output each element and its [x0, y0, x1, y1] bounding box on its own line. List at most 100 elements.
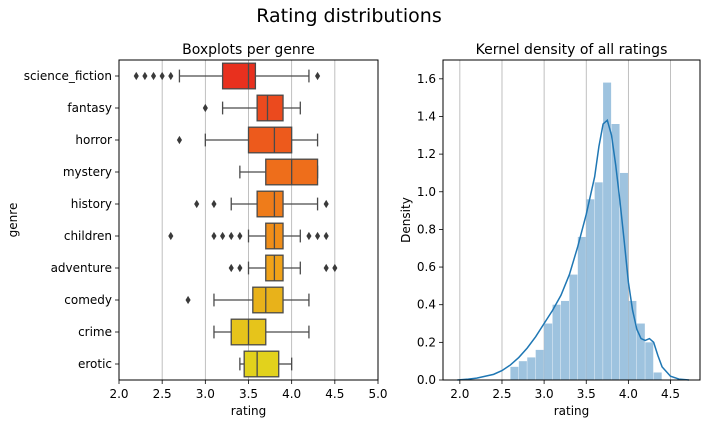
- histogram-bar: [577, 236, 586, 380]
- density-y-tick-label: 0.8: [417, 222, 436, 236]
- density-title: Kernel density of all ratings: [476, 42, 668, 58]
- density-y-label: Density: [399, 197, 413, 243]
- density-y-tick-label: 0.6: [417, 260, 436, 274]
- histogram-bar: [636, 323, 645, 380]
- density-y-tick-label: 0.0: [417, 373, 436, 387]
- boxplot-outlier: [142, 71, 148, 81]
- boxplot-horror: [176, 126, 319, 154]
- boxplot-outlier: [228, 231, 234, 241]
- density-x-tick-label: 3.0: [535, 387, 554, 401]
- boxplot-outlier: [168, 231, 174, 241]
- boxplot-y-tick-label: science_fiction: [24, 69, 112, 83]
- boxplot-box: [256, 190, 284, 218]
- boxplot-outlier: [228, 263, 234, 273]
- boxplot-y-tick-label: erotic: [78, 357, 112, 371]
- boxplot-x-tick-label: 5.0: [368, 387, 387, 401]
- boxplot-outlier: [315, 71, 321, 81]
- boxplot-outlier: [202, 103, 208, 113]
- boxplot-children: [168, 222, 329, 250]
- boxplot-outlier: [211, 231, 217, 241]
- density-x-tick-label: 4.5: [661, 387, 680, 401]
- boxplot-x-tick-label: 4.0: [282, 387, 301, 401]
- density-y-tick-label: 1.0: [417, 185, 436, 199]
- boxplot-outlier: [323, 263, 329, 273]
- boxplot-box: [243, 350, 280, 378]
- boxplot-outlier: [133, 71, 139, 81]
- histogram-bar: [527, 357, 536, 380]
- boxplot-outlier: [159, 71, 165, 81]
- density-x-tick-label: 2.0: [450, 387, 469, 401]
- boxplot-fantasy: [202, 94, 301, 122]
- histogram-bar: [653, 372, 662, 380]
- boxplot-panel: Boxplots per genre 2.0 2.5 3.0 3.5 4.0 4.5 5.0…: [6, 42, 388, 418]
- boxplot-y-tick-label: fantasy: [67, 101, 112, 115]
- boxplot-y-label: genre: [6, 203, 20, 238]
- boxplot-x-label: rating: [231, 404, 267, 418]
- boxplot-outlier: [185, 295, 191, 305]
- boxplot-y-tick-label: horror: [75, 133, 112, 147]
- boxplot-box: [252, 286, 284, 314]
- boxplot-outlier: [194, 199, 200, 209]
- boxplot-box: [247, 126, 293, 154]
- boxplot-y-tick-label: crime: [78, 325, 112, 339]
- boxplot-outlier: [315, 231, 321, 241]
- boxplot-x-tick-label: 2.5: [153, 387, 172, 401]
- boxplot-outlier: [332, 263, 338, 273]
- boxplot-y-tick-label: mystery: [63, 165, 112, 179]
- density-x-label: rating: [554, 404, 590, 418]
- boxplot-erotic: [239, 350, 293, 378]
- density-y-tick-label: 0.2: [417, 335, 436, 349]
- density-x-tick-label: 3.5: [577, 387, 596, 401]
- density-y-tick-label: 1.4: [417, 109, 436, 123]
- boxplot-comedy: [185, 286, 310, 314]
- histogram-bar: [594, 182, 603, 380]
- boxplot-science_fiction: [133, 62, 321, 90]
- boxplot-box: [256, 94, 284, 122]
- boxplot-outlier: [306, 231, 312, 241]
- histogram-bar: [569, 274, 578, 380]
- boxplot-crime: [213, 318, 310, 346]
- kde-line: [457, 118, 690, 381]
- boxplot-outlier: [237, 263, 243, 273]
- boxplot-outlier: [237, 231, 243, 241]
- boxplot-mystery: [239, 158, 319, 186]
- histogram-bar: [645, 342, 654, 380]
- boxplot-box: [221, 62, 257, 90]
- boxplot-y-tick-label: comedy: [64, 293, 112, 307]
- density-x-tick-label: 4.0: [619, 387, 638, 401]
- density-y-tick-label: 1.2: [417, 147, 436, 161]
- boxplot-outlier: [220, 231, 226, 241]
- density-panel: Kernel density of all ratings 2.0 2.5 3.0 3…: [399, 42, 701, 418]
- histogram-bar: [560, 300, 569, 380]
- boxplot-x-tick-label: 3.0: [196, 387, 215, 401]
- boxplot-y-tick-label: children: [64, 229, 112, 243]
- density-y-tick-label: 0.4: [417, 298, 436, 312]
- boxplot-outlier: [176, 135, 182, 145]
- boxplot-adventure: [228, 254, 338, 282]
- boxplot-outlier: [150, 71, 157, 81]
- histogram-bar: [619, 172, 628, 380]
- histogram-bar: [603, 82, 612, 381]
- density-y-tick-label: 1.6: [417, 72, 436, 86]
- boxplot-x-tick-label: 2.0: [109, 387, 128, 401]
- boxplot-y-tick-label: history: [71, 197, 112, 211]
- boxplot-title: Boxplots per genre: [182, 42, 315, 58]
- histogram-bar: [586, 199, 595, 380]
- histogram-bar: [611, 124, 620, 380]
- histogram-bar: [628, 300, 637, 380]
- boxplot-outlier: [168, 71, 174, 81]
- histogram-bar: [535, 349, 544, 380]
- boxplot-outlier: [211, 199, 217, 209]
- histogram-bar: [510, 366, 519, 380]
- density-frame: [442, 59, 701, 381]
- boxplot-history: [194, 190, 329, 218]
- boxplot-outlier: [323, 231, 329, 241]
- boxplot-outlier: [323, 199, 329, 209]
- boxplot-x-tick-label: 3.5: [239, 387, 258, 401]
- figure-title: Rating distributions: [256, 5, 441, 27]
- density-x-tick-label: 2.5: [492, 387, 511, 401]
- histogram-bar: [552, 304, 561, 380]
- boxplot-y-tick-label: adventure: [51, 261, 112, 275]
- boxplot-x-tick-label: 4.5: [325, 387, 344, 401]
